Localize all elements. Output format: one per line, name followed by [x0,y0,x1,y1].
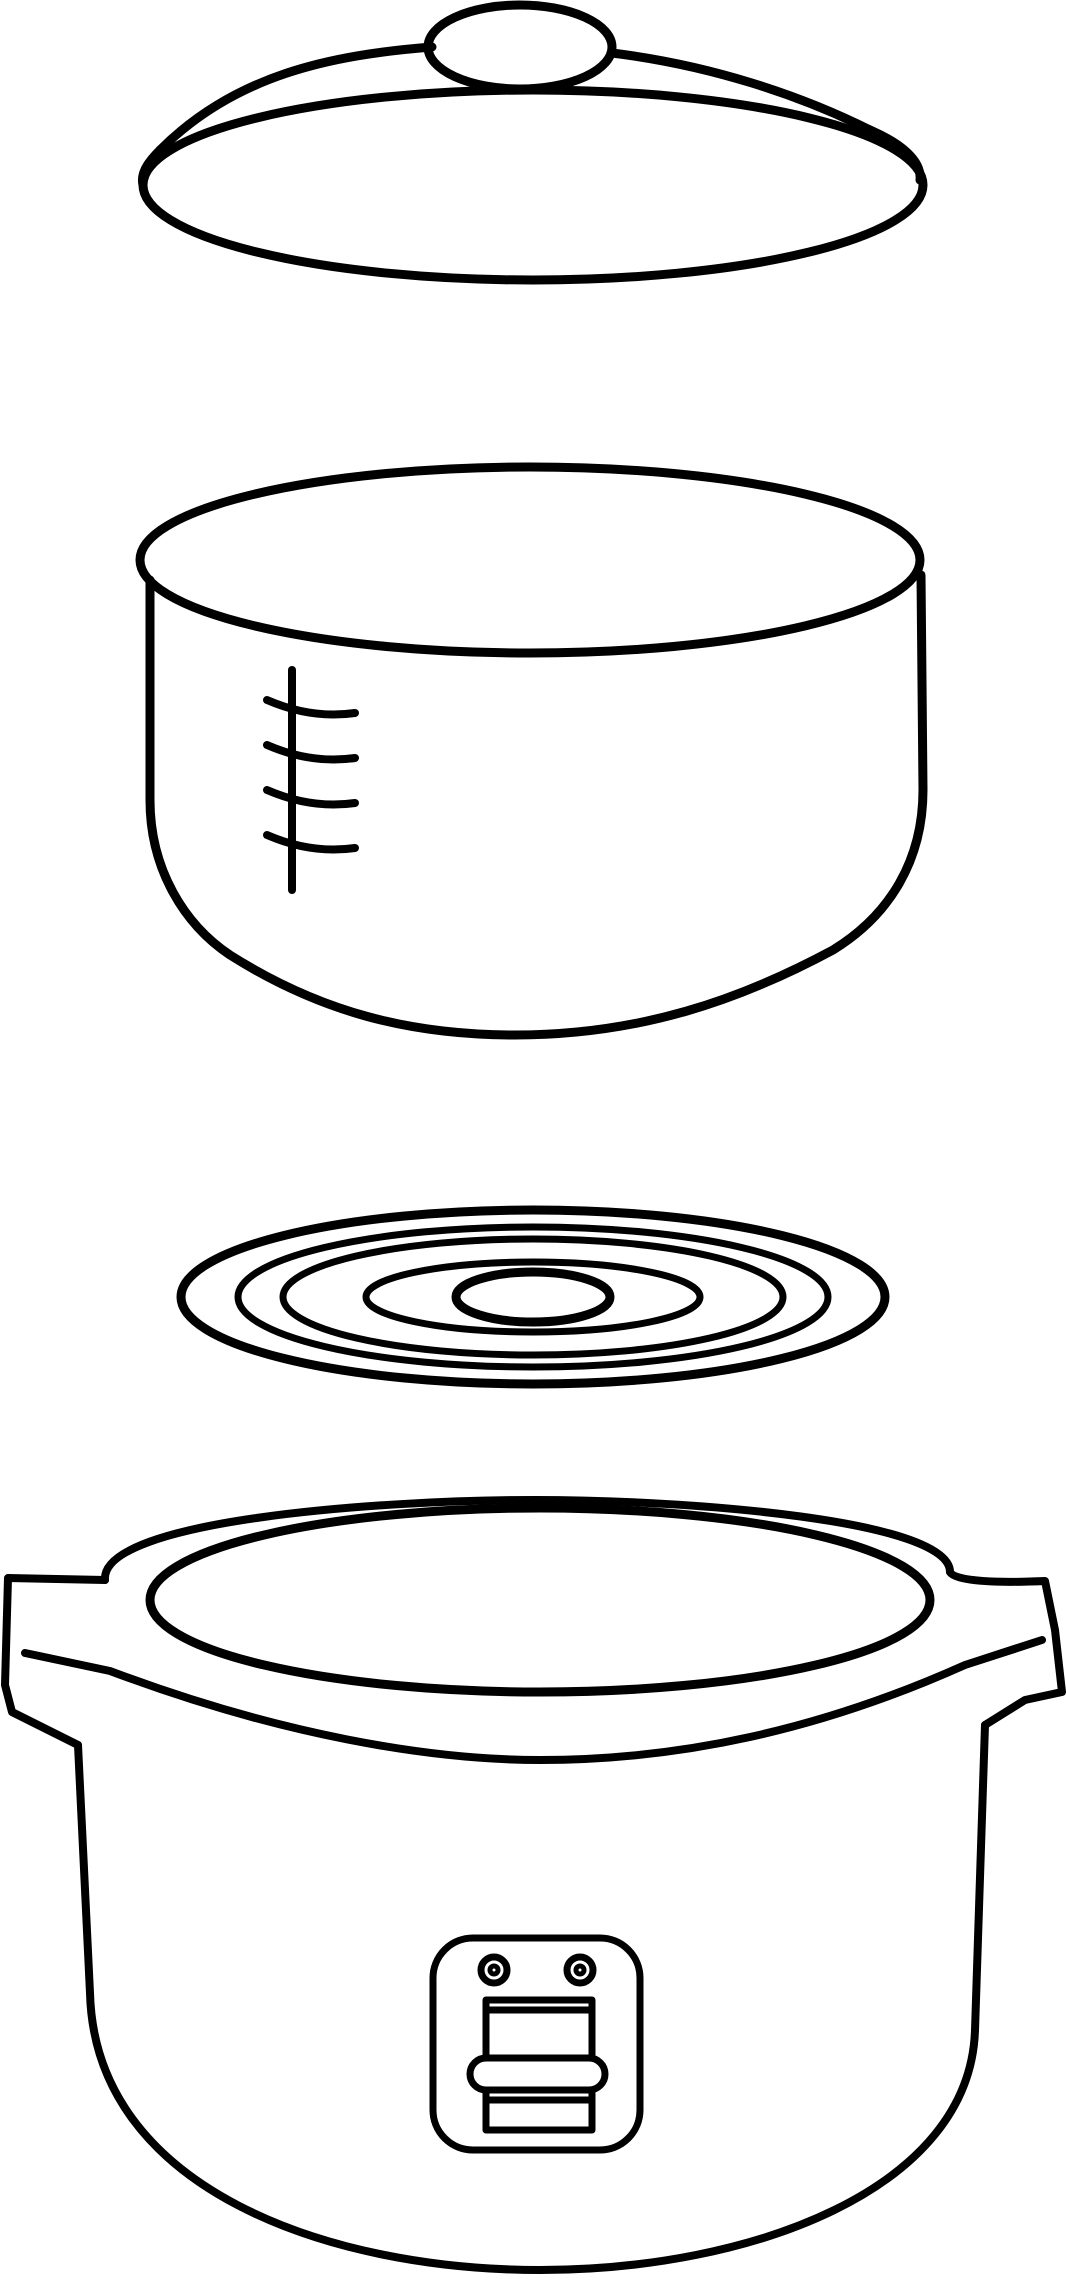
indicator-light-right [563,1953,597,1987]
measurement-scale [263,666,359,894]
indicator-light-right-inner [573,1963,587,1977]
base-shoulder-line [21,1636,1046,1764]
indicator-light-left [477,1953,511,1987]
switch-lever [466,2054,609,2094]
base-top-rim [100,1496,954,1584]
heating-ring-5 [451,1267,615,1327]
scale-mark-1 [263,696,359,719]
inner-pot [135,462,928,1040]
lid-knob [423,0,617,94]
scale-mark-4 [263,831,359,854]
panel-frame [429,1934,644,2154]
scale-mark-2 [263,741,359,764]
lid-rim [138,85,928,285]
heating-plate [176,1205,890,1389]
lid-dome-right [607,48,875,135]
indicator-light-left-inner [487,1963,501,1977]
lid-dome [155,42,437,155]
base-handle-left [1,1574,109,1749]
control-panel [429,1934,644,2154]
heating-ring-4 [362,1258,704,1336]
inner-pot-body [145,570,928,1040]
scale-mark-3 [263,786,359,809]
heating-ring-1 [176,1205,890,1389]
base-opening [145,1503,935,1697]
base-body [74,1721,989,2274]
heating-ring-2 [234,1223,832,1371]
heating-ring-3 [279,1235,787,1359]
base-handle-right [946,1568,1066,1729]
lid [137,0,928,285]
inner-pot-rim [135,462,925,658]
cooker-base [1,1496,1066,2274]
